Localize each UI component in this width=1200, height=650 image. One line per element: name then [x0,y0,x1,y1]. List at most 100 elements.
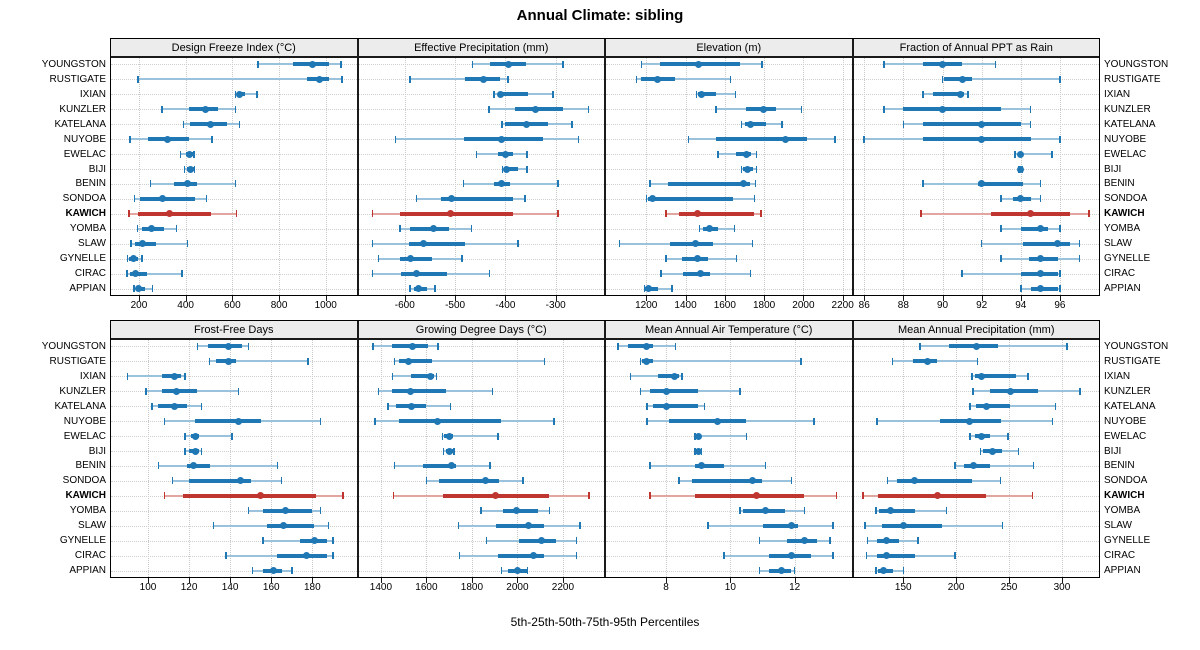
interval-nuyobe-effective-precipitation-mm-cap-high [577,135,580,143]
interval-ixian-frost-free-days-median-dot [171,372,179,380]
interval-slaw-fraction-of-annual-ppt-as-rain-cap-low [980,240,983,248]
interval-benin-frost-free-days-range [158,464,278,467]
interval-benin-fraction-of-annual-ppt-as-rain-median-dot [978,180,986,188]
gridline-h [358,451,604,453]
axis-tick [555,296,557,301]
interval-nuyobe-mean-annual-air-temperature-c-iqr [669,419,747,424]
axis-tick [903,578,905,583]
interval-biji-fraction-of-annual-ppt-as-rain-median-dot [1017,165,1025,173]
interval-benin-effective-precipitation-mm-cap-low [462,180,465,188]
gridline-h [111,228,357,230]
interval-kawich-effective-precipitation-mm-iqr [399,211,513,216]
panel-mean-annual-air-temperature-c [605,339,853,578]
interval-gynelle-growing-degree-days-c-median-dot [537,537,545,545]
interval-ixian-fraction-of-annual-ppt-as-rain-cap-low [922,90,924,98]
interval-biji-mean-annual-air-temperature-c-median-dot [694,447,702,455]
interval-ewelac-design-freeze-index-c-median-dot [186,150,194,158]
interval-biji-effective-precipitation-mm-cap-high [526,165,528,173]
interval-ewelac-frost-free-days-cap-low [184,432,186,440]
gridline-v [279,58,281,295]
interval-rustigate-frost-free-days-cap-low [208,357,211,365]
interval-yomba-fraction-of-annual-ppt-as-rain-cap-high [1059,225,1061,233]
station-label-right-gynelle: GYNELLE [1104,535,1151,547]
station-label-right-appian: APPIAN [1104,565,1141,577]
x-axis-caption: 5th-25th-50th-75th-95th Percentiles [510,615,700,629]
axis-tick-label: 150 [894,582,912,593]
interval-kawich-mean-annual-air-temperature-c-cap-high [835,492,838,500]
interval-rustigate-elevation-m-cap-high [729,75,732,83]
gridline-h [358,376,604,378]
interval-benin-mean-annual-precipitation-mm-median-dot [969,462,977,470]
station-label-left-yomba: YOMBA [69,505,106,517]
panel-strip-frost-free-days: Frost-Free Days [110,320,358,339]
interval-youngston-effective-precipitation-mm-median-dot [505,60,513,68]
interval-kunzler-growing-degree-days-c-cap-low [377,387,380,395]
interval-kunzler-frost-free-days-cap-low [145,387,147,395]
interval-sondoa-frost-free-days-iqr [189,478,251,483]
interval-benin-frost-free-days-cap-high [276,462,279,470]
interval-slaw-growing-degree-days-c-iqr [495,523,544,528]
interval-nuyobe-growing-degree-days-c-cap-low [374,417,376,425]
interval-rustigate-mean-annual-air-temperature-c-cap-high [800,357,802,365]
interval-nuyobe-elevation-m-iqr [715,137,808,142]
gridline-h [111,139,357,141]
interval-cirac-effective-precipitation-mm-median-dot [413,270,421,278]
interval-yomba-fraction-of-annual-ppt-as-rain-median-dot [1036,225,1044,233]
station-label-right-rustigate: RUSTIGATE [1104,73,1161,85]
interval-katelana-mean-annual-air-temperature-c-iqr [653,404,699,409]
station-label-left-youngston: YOUNGSTON [41,58,106,70]
interval-slaw-design-freeze-index-c-cap-high [186,240,189,248]
gridline-v [942,58,944,295]
axis-tick-label: 1400 [369,582,393,593]
station-label-left-cirac: CIRAC [74,268,106,280]
interval-benin-effective-precipitation-mm-median-dot [498,180,506,188]
station-label-left-gynelle: GYNELLE [59,253,106,265]
panel-strip-fraction-of-annual-ppt-as-rain: Fraction of Annual PPT as Rain [852,38,1100,57]
interval-appian-effective-precipitation-mm-cap-low [409,285,411,293]
interval-gynelle-growing-degree-days-c-cap-low [485,537,488,545]
interval-rustigate-fraction-of-annual-ppt-as-rain-median-dot [958,75,966,83]
interval-yomba-mean-annual-air-temperature-c-cap-high [803,507,806,515]
gridline-v [730,340,732,577]
interval-kawich-frost-free-days-cap-high [342,492,344,500]
axis-tick-label: 160 [262,582,280,593]
station-label-left-biji: BIJI [88,163,106,175]
gridline-h [111,64,357,66]
interval-cirac-design-freeze-index-c-cap-low [126,270,128,278]
interval-youngston-frost-free-days-cap-low [196,342,199,350]
interval-ixian-effective-precipitation-mm-cap-high [552,90,554,98]
interval-slaw-design-freeze-index-c-cap-low [130,240,132,248]
station-label-right-gynelle: GYNELLE [1104,253,1151,265]
interval-benin-growing-degree-days-c-median-dot [447,462,455,470]
interval-appian-elevation-m-median-dot [644,285,652,293]
gridline-v [562,340,564,577]
interval-nuyobe-fraction-of-annual-ppt-as-rain-median-dot [978,135,986,143]
gridline-h [853,169,1099,171]
interval-sondoa-fraction-of-annual-ppt-as-rain-cap-high [1039,195,1042,203]
interval-sondoa-mean-annual-precipitation-mm-median-dot [911,477,919,485]
interval-rustigate-fraction-of-annual-ppt-as-rain-range [942,78,1060,81]
interval-kawich-effective-precipitation-mm-median-dot [446,210,454,218]
interval-nuyobe-elevation-m-median-dot [782,135,790,143]
interval-youngston-mean-annual-precipitation-mm-cap-low [919,342,921,350]
interval-katelana-mean-annual-air-temperature-c-cap-low [646,402,648,410]
axis-tick [505,296,507,301]
gridline-h [606,376,852,378]
interval-benin-effective-precipitation-mm-cap-high [557,180,559,188]
interval-benin-fraction-of-annual-ppt-as-rain-iqr [977,181,1023,186]
interval-ixian-mean-annual-air-temperature-c-cap-high [681,372,683,380]
interval-slaw-elevation-m-cap-low [618,240,621,248]
interval-nuyobe-frost-free-days-median-dot [234,417,242,425]
interval-nuyobe-elevation-m-cap-low [687,135,690,143]
interval-katelana-growing-degree-days-c-cap-high [449,402,452,410]
interval-nuyobe-mean-annual-air-temperature-c-median-dot [714,417,721,425]
station-label-right-youngston: YOUNGSTON [1104,340,1169,352]
gridline-h [358,288,604,290]
interval-katelana-growing-degree-days-c-cap-low [387,402,389,410]
gridline-h [111,154,357,156]
interval-appian-mean-annual-precipitation-mm-cap-low [875,567,877,575]
interval-appian-fraction-of-annual-ppt-as-rain-iqr [1030,286,1058,291]
interval-benin-elevation-m-iqr [667,181,751,186]
interval-nuyobe-fraction-of-annual-ppt-as-rain-cap-high [1059,135,1061,143]
interval-kawich-growing-degree-days-c-median-dot [492,492,500,500]
